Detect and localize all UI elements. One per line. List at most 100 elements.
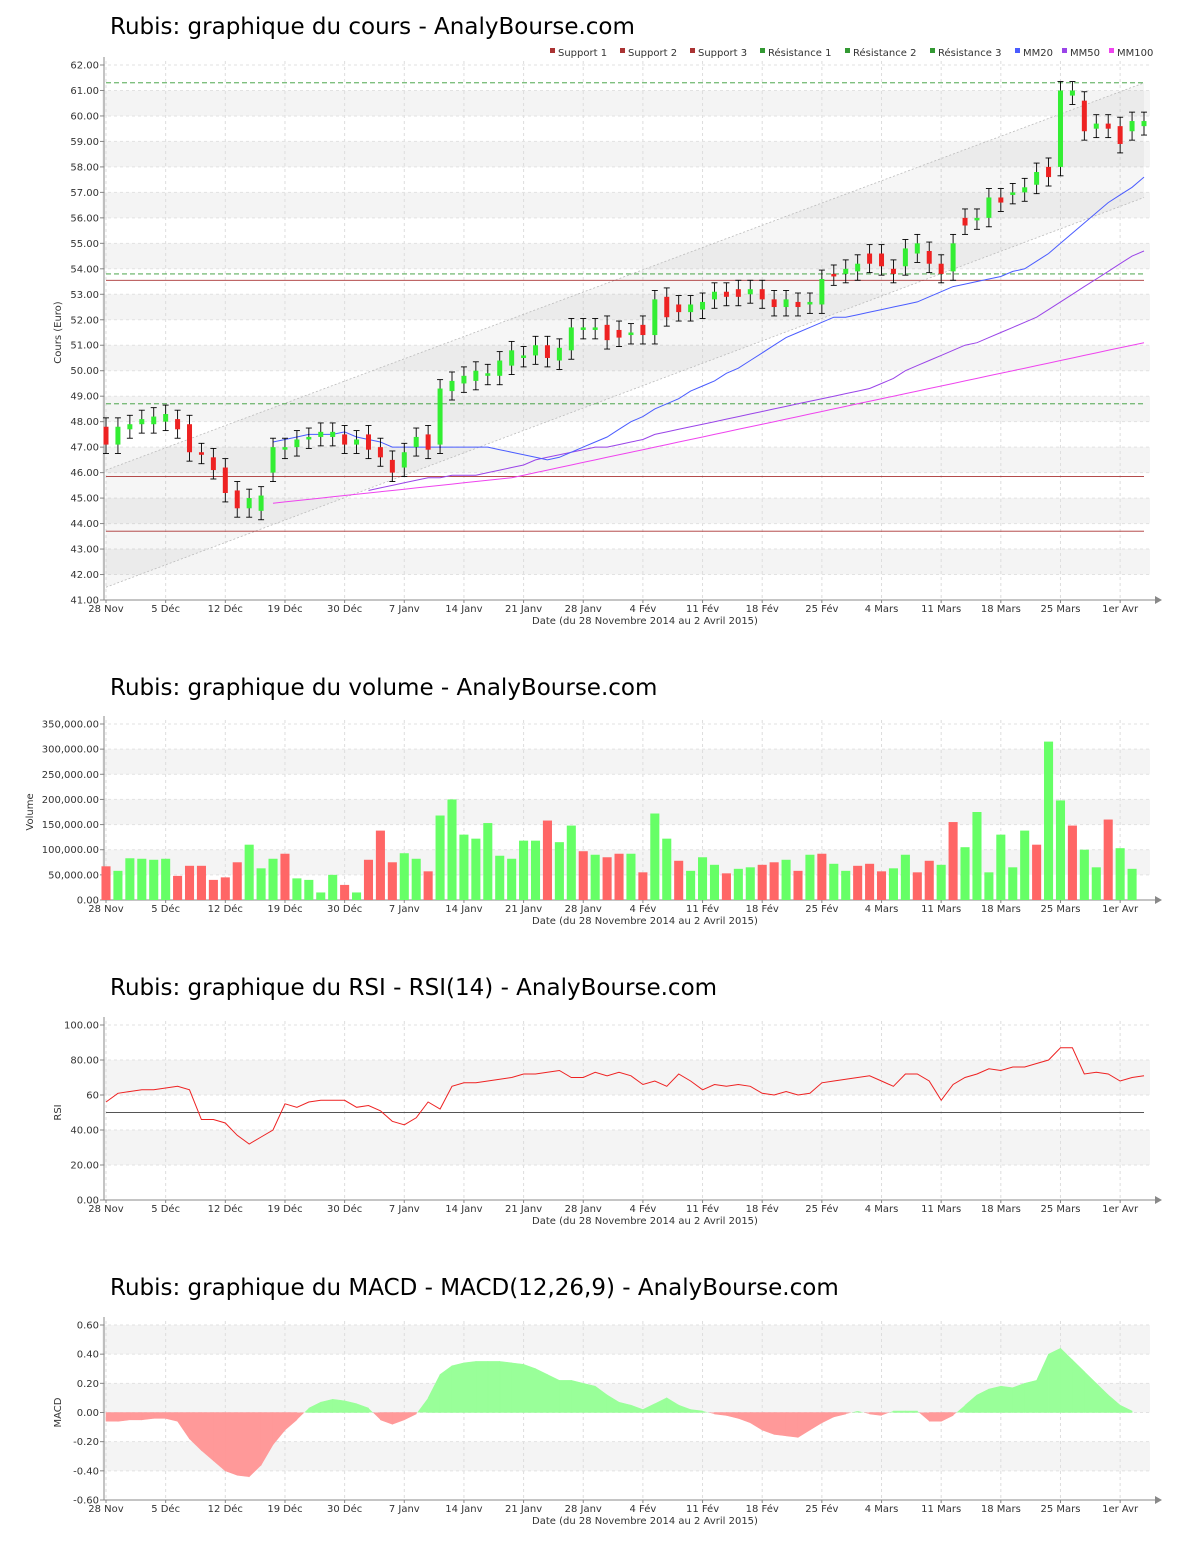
volume-bar (948, 822, 958, 900)
macd-chart: Rubis: graphique du MACD - MACD(12,26,9)… (53, 1275, 1162, 1527)
volume-bar (125, 858, 135, 900)
candle (496, 351, 503, 386)
candle (783, 290, 790, 317)
candle-body (771, 299, 777, 308)
candle-body (747, 289, 753, 295)
x-tick-label: 11 Mars (921, 604, 961, 615)
candle (305, 427, 312, 449)
candle-body (735, 289, 741, 297)
y-tick-label: 40.00 (70, 1126, 99, 1137)
y-tick-label: 48.00 (70, 417, 99, 428)
y-tick-label: 49.00 (70, 392, 99, 403)
candle (258, 486, 265, 521)
candle-body (723, 291, 729, 297)
candle-body (413, 436, 419, 448)
rsi-chart: Rubis: graphique du RSI - RSI(14) - Anal… (53, 975, 1162, 1227)
candle (532, 335, 539, 365)
volume-bar (674, 860, 684, 900)
volume-bar (149, 859, 159, 900)
macd-segment (919, 1412, 930, 1422)
x-tick-label: 12 Déc (208, 603, 243, 615)
candle (806, 292, 813, 314)
x-tick-label: 28 Nov (88, 904, 124, 915)
candle-body (544, 345, 550, 358)
candle-body (879, 253, 885, 267)
candle (389, 450, 396, 482)
candle-body (461, 375, 467, 384)
candle-body (210, 457, 216, 471)
candle (544, 335, 551, 368)
x-tick-label: 28 Nov (88, 604, 124, 615)
candle-body (676, 304, 682, 313)
channel-upper (105, 82, 1145, 471)
macd-segment (165, 1412, 178, 1422)
candle-body (1057, 90, 1063, 167)
candle-body (783, 299, 789, 308)
macd-segment (304, 1408, 309, 1413)
candle (198, 442, 205, 465)
candle (938, 254, 945, 284)
candle (759, 279, 766, 309)
volume-bar (805, 854, 815, 900)
y-tick-label: 0.40 (77, 1350, 99, 1361)
candle-body (377, 447, 383, 458)
legend: Support 1 Support 2 Support 3 Résistance 1 R… (550, 47, 1153, 59)
candle (138, 409, 145, 434)
volume-bar (1127, 868, 1137, 900)
x-tick-label: 11 Mars (921, 1204, 961, 1215)
candle (711, 282, 718, 309)
mm100-line (272, 342, 1145, 504)
volume-bar (268, 858, 278, 900)
candle (281, 437, 288, 460)
macd-segment (177, 1412, 190, 1440)
volume-bar (745, 867, 755, 900)
price-chart: Rubis: graphique du cours - AnalyBourse.… (53, 14, 1162, 627)
x-tick-label: 1er Avr (1102, 1204, 1139, 1215)
x-tick-label: 19 Déc (267, 1503, 302, 1515)
x-tick-label: 21 Janv (505, 1204, 542, 1215)
volume-bar (328, 874, 338, 900)
x-tick-label: 7 Janv (389, 904, 420, 915)
x-tick-label: 21 Janv (505, 1504, 542, 1515)
x-tick-label: 18 Mars (981, 904, 1021, 915)
candle-body (938, 263, 944, 274)
candle-body (556, 347, 562, 361)
candle-body (342, 434, 348, 445)
grid-band (102, 243, 1150, 269)
volume-bar (375, 830, 385, 900)
macd-segment (248, 1412, 262, 1478)
legend-item: Support 3 (698, 48, 747, 59)
volume-bar (614, 853, 624, 900)
candle (580, 318, 587, 340)
macd-segment (761, 1412, 775, 1435)
macd-segment (953, 1412, 957, 1416)
candle (890, 259, 897, 284)
y-tick-label: 60.00 (70, 111, 99, 122)
candle (1057, 81, 1064, 177)
y-tick-label: 250,000.00 (42, 770, 99, 781)
grid-band (102, 1060, 1150, 1095)
macd-segment (749, 1412, 763, 1431)
volume-bar (841, 870, 851, 900)
volume-bar (363, 859, 374, 900)
volume-bar (316, 892, 326, 900)
candle-body (139, 419, 145, 425)
y-tick-label: 47.00 (70, 443, 99, 454)
grid-band (102, 90, 1150, 116)
macd-segment (129, 1412, 143, 1421)
x-axis-label: Date (du 28 Novembre 2014 au 2 Avril 201… (532, 916, 758, 927)
rsi-title: Rubis: graphique du RSI - RSI(14) - Anal… (110, 975, 717, 1001)
candle (616, 320, 623, 347)
y-tick-label: 60 (86, 1091, 99, 1102)
macd-segment (785, 1412, 799, 1438)
x-tick-label: 19 Déc (267, 603, 302, 615)
x-tick-label: 4 Fév (629, 903, 656, 915)
candle-body (270, 447, 276, 473)
legend-item: MM50 (1070, 48, 1100, 59)
candle (962, 208, 969, 235)
candle-body (222, 467, 228, 493)
volume-bar (184, 865, 195, 900)
candle-body (962, 217, 968, 226)
volume-bar (1020, 830, 1030, 900)
